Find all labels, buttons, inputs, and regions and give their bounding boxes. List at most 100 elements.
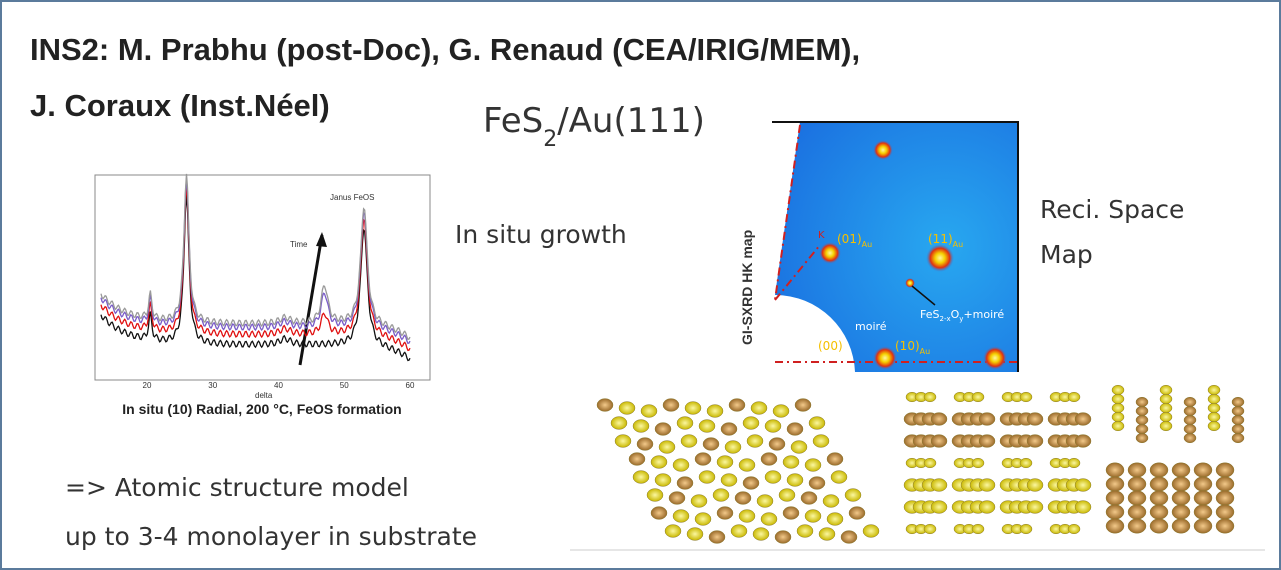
atom	[1020, 524, 1032, 534]
atom	[979, 413, 995, 426]
atom	[637, 438, 653, 451]
atom	[863, 525, 879, 538]
atom	[1027, 479, 1043, 492]
atom	[1128, 505, 1146, 519]
label: Map	[1040, 240, 1093, 269]
atom	[845, 489, 861, 502]
atom	[731, 525, 747, 538]
atom	[809, 417, 825, 430]
atom	[1068, 524, 1080, 534]
atom	[813, 435, 829, 448]
atom	[1106, 519, 1124, 533]
atom	[1194, 505, 1212, 519]
atom	[797, 525, 813, 538]
atom	[1027, 413, 1043, 426]
atom	[1184, 406, 1196, 416]
atom	[972, 524, 984, 534]
atom	[1128, 491, 1146, 505]
atom	[1075, 435, 1091, 448]
atom	[775, 531, 791, 544]
atom	[783, 456, 799, 469]
atom	[841, 531, 857, 544]
atom	[721, 474, 737, 487]
atom	[1128, 519, 1146, 533]
title: J. Coraux (Inst.Néel)	[30, 88, 330, 123]
atom	[1027, 435, 1043, 448]
atom	[805, 510, 821, 523]
atom	[1172, 463, 1190, 477]
atom	[665, 525, 681, 538]
atom	[1194, 477, 1212, 491]
formula-part: FeS	[483, 101, 543, 141]
peak-sub: Au	[920, 347, 931, 356]
spot	[873, 346, 897, 370]
atom	[1216, 505, 1234, 519]
moire-label: moiré	[855, 320, 887, 333]
atom	[633, 420, 649, 433]
atom	[805, 459, 821, 472]
atom	[641, 405, 657, 418]
atom	[823, 495, 839, 508]
atom	[615, 435, 631, 448]
atom	[1216, 519, 1234, 533]
model-text: => Atomic structure model	[65, 473, 409, 502]
atom	[677, 417, 693, 430]
atom	[761, 513, 777, 526]
label: Reci. Space	[1040, 195, 1184, 224]
arrow-label: Time	[290, 240, 308, 249]
atom	[721, 423, 737, 436]
atom	[1160, 421, 1172, 431]
atom	[1208, 412, 1220, 422]
atom	[751, 402, 767, 415]
atom	[787, 474, 803, 487]
atom	[924, 524, 936, 534]
atom	[743, 417, 759, 430]
atom	[1068, 458, 1080, 468]
atom	[1232, 433, 1244, 443]
atom	[735, 492, 751, 505]
atom	[773, 405, 789, 418]
phase: +moiré	[963, 308, 1004, 321]
atom	[1232, 406, 1244, 416]
spot	[873, 140, 893, 160]
atom	[1112, 421, 1124, 431]
atom	[1208, 403, 1220, 413]
atom	[1184, 433, 1196, 443]
atom	[673, 510, 689, 523]
atom	[647, 489, 663, 502]
atom	[979, 479, 995, 492]
atom	[1172, 477, 1190, 491]
model-text: up to 3-4 monolayer in substrate	[65, 522, 477, 551]
atom	[931, 479, 947, 492]
atom	[1136, 433, 1148, 443]
atom	[1208, 421, 1220, 431]
atom	[1232, 415, 1244, 425]
formula-part: /Au(111)	[557, 101, 705, 141]
atom	[809, 477, 825, 490]
atom	[669, 492, 685, 505]
atom	[827, 453, 843, 466]
atom	[849, 507, 865, 520]
atom	[761, 453, 777, 466]
x-tick-label: 60	[406, 381, 415, 390]
atom	[695, 453, 711, 466]
atom	[931, 501, 947, 514]
atom	[1194, 463, 1212, 477]
atom	[765, 471, 781, 484]
atom	[1075, 479, 1091, 492]
map-axis-label: GI-SXRD HK map	[739, 230, 755, 345]
atom	[681, 435, 697, 448]
annotation: Janus FeOS	[330, 193, 374, 202]
atom	[1128, 477, 1146, 491]
atom	[739, 510, 755, 523]
atom	[1150, 519, 1168, 533]
atom	[1112, 403, 1124, 413]
atom	[709, 531, 725, 544]
atom	[765, 420, 781, 433]
atom	[1172, 505, 1190, 519]
atom	[1160, 412, 1172, 422]
atom	[651, 456, 667, 469]
atom	[757, 495, 773, 508]
atom	[931, 413, 947, 426]
atom	[703, 438, 719, 451]
